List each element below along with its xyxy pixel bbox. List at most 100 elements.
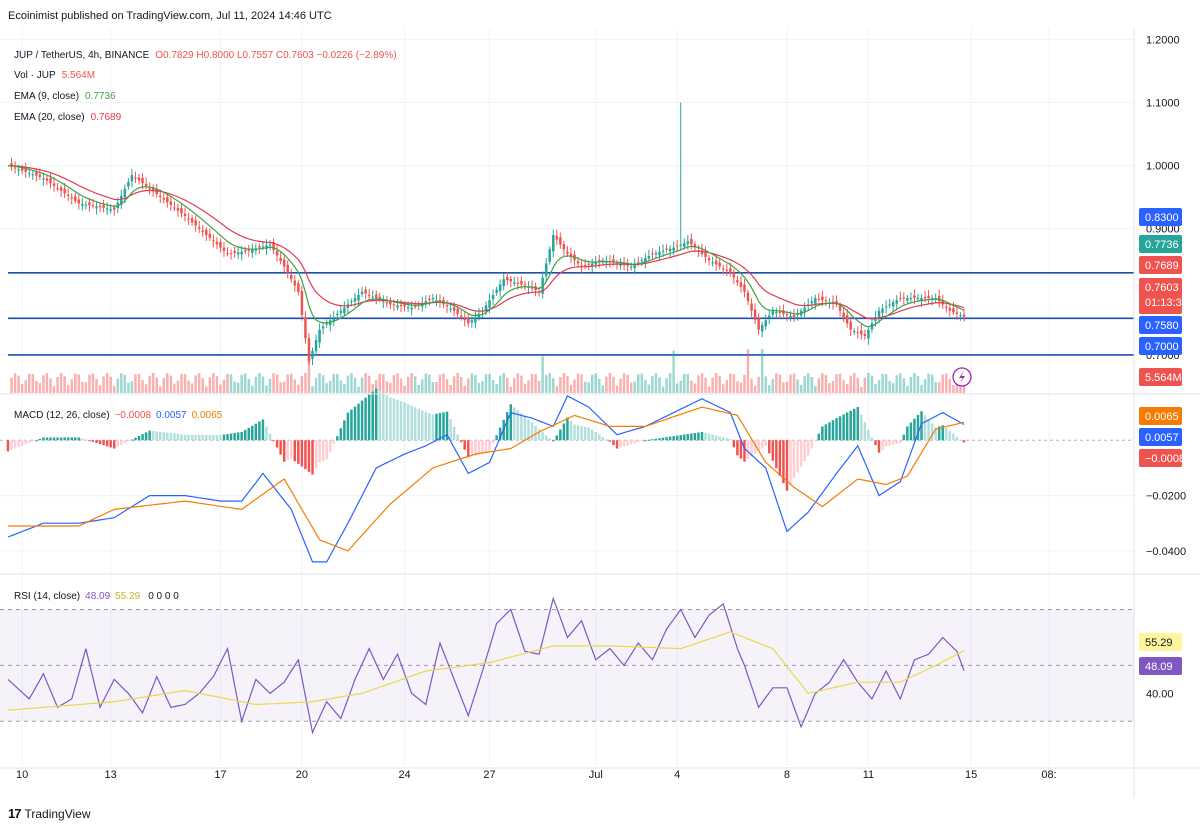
volume-bar xyxy=(831,380,835,393)
macd-signal-line xyxy=(8,406,965,552)
candle-body xyxy=(923,296,927,299)
candle-body xyxy=(884,306,888,308)
macd-hist-bar xyxy=(222,434,226,441)
volume-bar xyxy=(233,381,236,393)
macd-hist-bar xyxy=(598,434,601,441)
volume-bar xyxy=(937,382,941,393)
macd-hist-bar xyxy=(215,435,219,441)
volume-bar xyxy=(290,373,293,393)
macd-hist-bar xyxy=(534,425,537,441)
candle-body xyxy=(201,230,204,232)
macd-hist-bar xyxy=(325,440,328,460)
volume-bar xyxy=(768,385,771,393)
macd-hist-bar xyxy=(339,428,343,441)
candle-body xyxy=(385,302,389,304)
candle-body xyxy=(197,227,201,229)
volume-bar xyxy=(130,381,134,393)
macd-hist-bar xyxy=(304,440,307,470)
candle-body xyxy=(803,307,806,313)
candle-body xyxy=(155,189,158,194)
candle-body xyxy=(431,298,435,300)
candle-body xyxy=(555,235,559,240)
macd-tick-1: −0.0400 xyxy=(1146,546,1186,558)
candle-body xyxy=(580,265,583,267)
macd-hist-bar xyxy=(587,427,590,441)
macd-hist-bar xyxy=(952,433,955,441)
macd-hist-bar xyxy=(10,440,13,450)
volume-bar xyxy=(42,375,45,393)
candle-body xyxy=(166,197,169,203)
volume-bar xyxy=(201,378,204,393)
macd-hist-bar xyxy=(498,427,502,441)
candle-body xyxy=(909,298,913,300)
macd-hist-tag-box xyxy=(1139,449,1182,467)
macd-hist-bar xyxy=(562,423,566,441)
candle-body xyxy=(392,304,396,306)
volume-bar xyxy=(481,381,484,393)
volume-bar xyxy=(247,378,251,393)
ema9-line xyxy=(7,165,965,328)
candle-body xyxy=(428,298,431,300)
time-tick-10: 15 xyxy=(965,769,977,781)
volume-bar xyxy=(293,379,297,393)
macd-hist-bar xyxy=(81,438,84,441)
candle-body xyxy=(693,244,697,248)
volume-bar xyxy=(930,374,934,393)
candle-body xyxy=(658,251,661,256)
macd-hist-bar xyxy=(258,421,261,441)
macd-hist-bar xyxy=(594,432,598,441)
macd-hist-bar xyxy=(332,440,335,444)
macd-hist-bar xyxy=(739,440,743,459)
chart-canvas[interactable]: 1.2000 1.1000 1.0000 0.9000 0.7000 −0.0200 −0.… xyxy=(0,28,1200,798)
flash-icon[interactable] xyxy=(952,367,972,387)
volume-bar xyxy=(675,383,679,393)
candle-body xyxy=(587,263,590,265)
macd-hist-bar xyxy=(810,440,813,449)
candle-body xyxy=(413,305,417,307)
macd-hist-bar xyxy=(895,440,898,444)
candle-body xyxy=(810,301,813,304)
candle-body xyxy=(612,259,615,263)
volume-bar xyxy=(382,374,385,393)
macd-hist-bar xyxy=(491,440,495,444)
volume-bar xyxy=(339,380,343,393)
volume-bar xyxy=(63,376,66,393)
macd-hist-bar xyxy=(941,425,944,441)
volume-bar xyxy=(484,374,488,393)
time-axis[interactable]: 10 13 17 20 24 27 Jul 4 8 11 15 08: xyxy=(16,769,1057,781)
candle-body xyxy=(148,188,151,190)
volume-bar xyxy=(10,377,13,393)
price-tag-4-text: 0.7580 xyxy=(1145,320,1179,332)
price-tag-2-text: 0.7689 xyxy=(1145,260,1179,272)
candle-body xyxy=(849,321,852,330)
candle-body xyxy=(491,294,495,300)
macd-hist-bar xyxy=(704,432,707,441)
candle-body xyxy=(307,338,311,362)
time-tick-11: 08: xyxy=(1041,769,1056,781)
macd-hist-bar xyxy=(176,433,180,441)
macd-hist-bar xyxy=(105,440,109,447)
candle-body xyxy=(367,294,371,296)
candle-body xyxy=(888,304,891,306)
candle-body xyxy=(746,292,750,302)
volume-bar xyxy=(587,382,590,393)
macd-hist-bar xyxy=(523,416,527,441)
volume-bar xyxy=(95,379,98,393)
rsi-ma-tag: 55.29 xyxy=(1139,633,1182,651)
price-tick-1: 1.1000 xyxy=(1146,97,1180,109)
macd-hist-bar xyxy=(700,431,704,441)
candle-body xyxy=(98,206,102,208)
volume-bar xyxy=(488,373,491,393)
candle-body xyxy=(583,265,587,267)
footer-brand[interactable]: 17 TradingView xyxy=(8,806,91,821)
candle-body xyxy=(300,291,304,315)
macd-hist-bar xyxy=(343,420,346,441)
candle-body xyxy=(877,310,881,318)
volume-bar xyxy=(952,385,955,393)
volume-bar xyxy=(240,374,243,393)
macd-hist-bar xyxy=(771,440,775,461)
candle-body xyxy=(899,297,902,299)
macd-hist-bar xyxy=(821,426,824,441)
volume-bar xyxy=(470,373,474,393)
macd-hist-bar xyxy=(647,439,651,441)
